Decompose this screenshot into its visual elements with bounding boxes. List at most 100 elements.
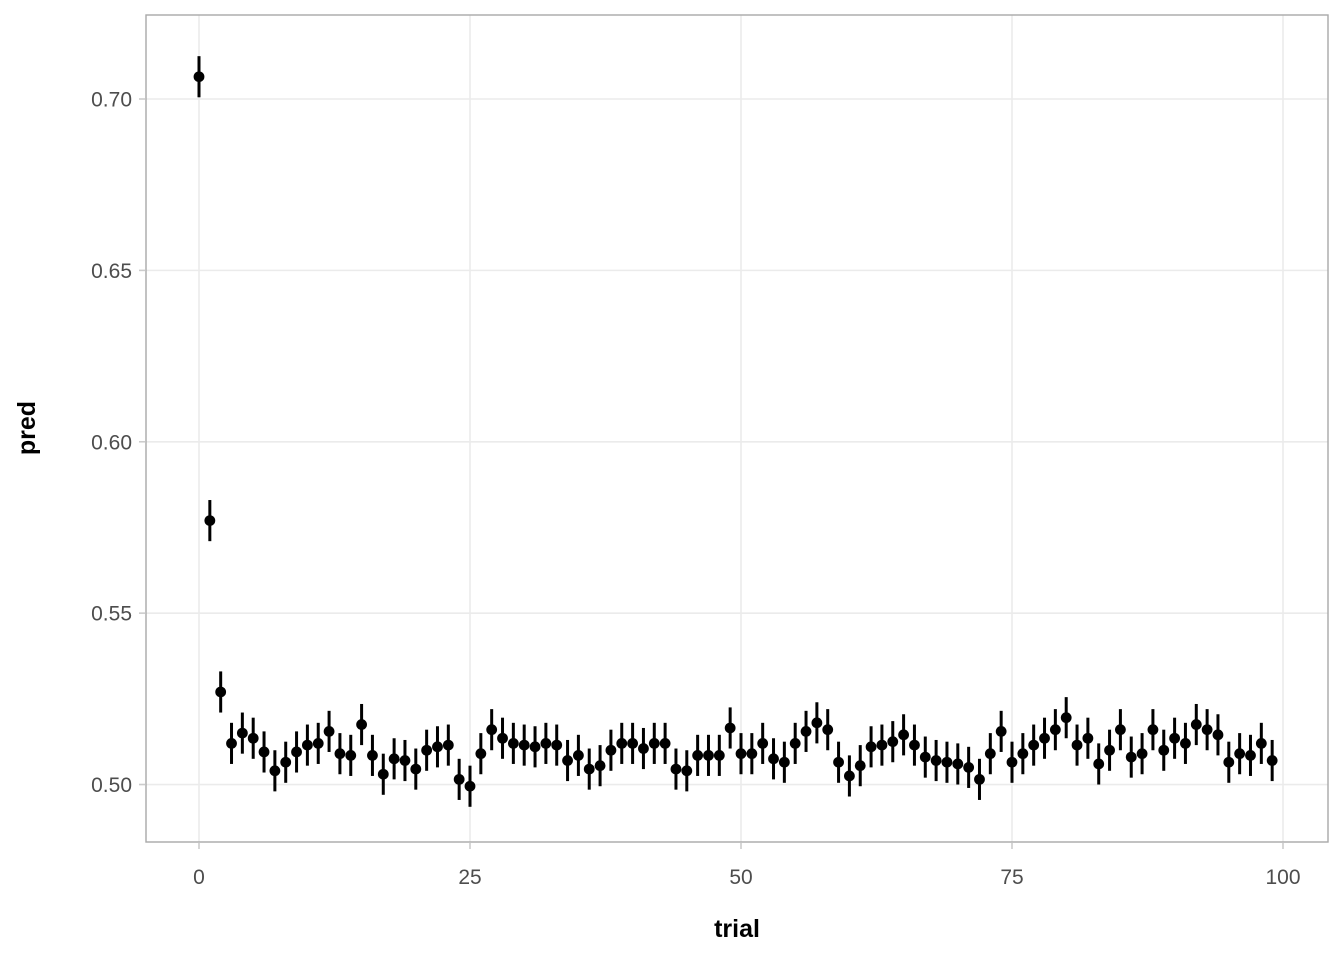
pointrange xyxy=(345,734,357,776)
pointrange xyxy=(269,750,281,792)
pointrange xyxy=(1049,709,1061,751)
data-point xyxy=(1104,744,1115,756)
data-point xyxy=(648,737,660,749)
pointrange xyxy=(312,722,324,764)
pointrange xyxy=(1071,724,1083,766)
data-point xyxy=(421,744,433,756)
pointrange xyxy=(703,734,714,776)
data-point xyxy=(1028,739,1040,751)
data-point xyxy=(638,743,649,754)
pointrange xyxy=(659,722,671,764)
pointrange xyxy=(898,714,910,756)
pointrange xyxy=(453,758,465,800)
data-point xyxy=(583,763,595,775)
data-point xyxy=(280,756,292,768)
pointrange xyxy=(833,741,844,783)
data-point xyxy=(323,725,335,737)
pointrange xyxy=(529,726,541,768)
y-tick-label: 0.70 xyxy=(91,89,132,112)
data-point xyxy=(811,717,823,729)
pointrange xyxy=(486,709,498,751)
data-point xyxy=(963,761,975,773)
data-point xyxy=(919,751,931,763)
data-point xyxy=(757,737,769,749)
data-point xyxy=(930,755,942,766)
pointrange xyxy=(1093,743,1105,785)
data-point xyxy=(1006,756,1018,768)
pointrange xyxy=(854,745,866,787)
pointrange xyxy=(919,736,931,778)
data-point xyxy=(616,737,628,749)
data-point xyxy=(529,741,541,753)
data-point xyxy=(909,739,920,751)
y-tick-label: 0.50 xyxy=(91,774,132,797)
data-point xyxy=(367,749,378,761)
pointrange xyxy=(670,748,682,790)
pointrange xyxy=(995,710,1007,752)
pointrange xyxy=(421,729,433,771)
pointrange xyxy=(583,748,595,790)
pointrange xyxy=(616,722,628,764)
data-point xyxy=(692,749,704,761)
pointrange xyxy=(648,722,660,764)
pointrange xyxy=(356,703,367,746)
data-point xyxy=(974,773,985,785)
pointrange xyxy=(291,731,302,773)
pointrange xyxy=(876,724,888,766)
data-point xyxy=(1169,732,1181,744)
pointrange xyxy=(909,724,920,766)
pointrange xyxy=(724,707,736,749)
data-point xyxy=(865,741,877,753)
data-point xyxy=(432,741,443,753)
pointrange xyxy=(1115,709,1126,751)
data-point xyxy=(388,753,400,765)
pointrange xyxy=(1180,722,1191,764)
pointrange xyxy=(1190,703,1202,746)
data-point xyxy=(475,748,487,760)
data-point xyxy=(952,758,964,770)
data-point xyxy=(713,749,725,761)
data-point xyxy=(1039,732,1050,744)
pointrange xyxy=(1060,697,1072,739)
pointrange xyxy=(1201,709,1213,751)
x-tick-label: 0 xyxy=(193,866,205,889)
pointrange xyxy=(1147,709,1159,751)
pointrange xyxy=(768,738,779,780)
pointrange xyxy=(778,741,790,783)
data-point xyxy=(562,755,573,766)
data-point xyxy=(627,737,638,749)
data-point xyxy=(789,737,801,749)
pointrange xyxy=(746,733,758,775)
data-point xyxy=(1082,732,1094,744)
pointrange xyxy=(789,722,801,764)
data-point xyxy=(291,746,302,758)
pointrange xyxy=(388,738,400,780)
data-point xyxy=(486,724,498,736)
data-point xyxy=(540,737,552,749)
data-point xyxy=(572,749,584,761)
data-point xyxy=(984,748,996,760)
data-point xyxy=(995,725,1007,737)
pointrange xyxy=(811,702,823,744)
data-point xyxy=(898,729,910,741)
data-point xyxy=(1255,737,1267,749)
data-point xyxy=(258,746,270,758)
data-point xyxy=(334,748,346,760)
y-tick-label: 0.65 xyxy=(91,260,132,283)
pointrange xyxy=(844,755,855,797)
data-point xyxy=(1071,739,1083,751)
data-point xyxy=(735,748,747,760)
data-point xyxy=(605,744,617,756)
data-point xyxy=(1201,724,1213,736)
pointrange xyxy=(323,710,335,752)
pointrange xyxy=(974,758,985,800)
pointrange xyxy=(800,710,812,752)
data-point xyxy=(204,515,216,526)
data-point xyxy=(1060,712,1072,724)
data-point xyxy=(670,763,682,775)
panel-border xyxy=(145,14,1329,843)
pointrange xyxy=(301,724,313,766)
x-tick-label: 100 xyxy=(1265,866,1300,889)
pointrange xyxy=(1158,729,1170,771)
data-point xyxy=(844,770,855,782)
